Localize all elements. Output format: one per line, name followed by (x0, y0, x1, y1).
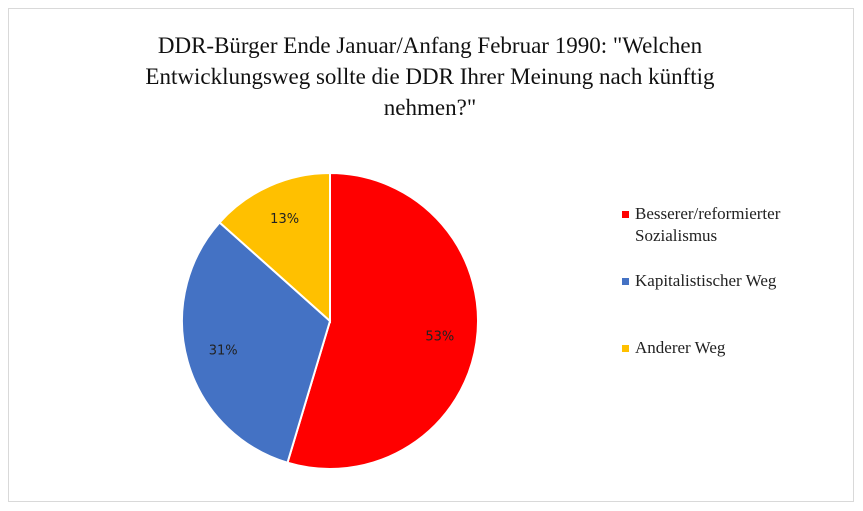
pie-slice (181, 221, 332, 465)
data-label: 53% (425, 330, 454, 345)
chart-frame (8, 8, 854, 502)
legend-swatch (622, 345, 629, 352)
legend-label: Anderer Weg (635, 338, 726, 357)
legend-label: Kapitalistischer Weg (635, 271, 777, 290)
legend-entry: Kapitalistischer Weg (622, 270, 842, 292)
legend-entry: Besserer/reformierter Sozialismus (622, 203, 842, 247)
pie-slice (286, 171, 479, 470)
legend-label: Besserer/reformierter Sozialismus (635, 204, 781, 245)
pie-slice (218, 171, 331, 324)
legend-swatch (622, 278, 629, 285)
data-label: 31% (209, 344, 238, 359)
chart-title: DDR-Bürger Ende Januar/Anfang Februar 19… (145, 33, 715, 120)
data-label: 13% (270, 212, 299, 227)
legend-swatch (622, 211, 629, 218)
legend-entry: Anderer Weg (622, 337, 842, 359)
